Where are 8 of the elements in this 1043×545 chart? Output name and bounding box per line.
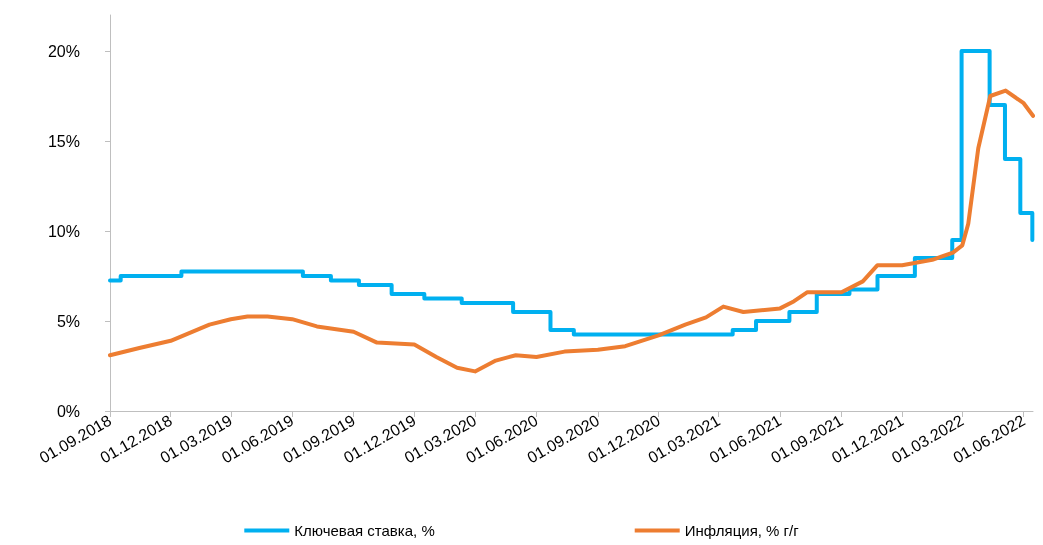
- legend-label: Ключевая ставка, %: [294, 522, 435, 539]
- y-tick-label: 20%: [47, 42, 80, 60]
- y-tick-label: 0%: [56, 402, 80, 420]
- legend-label: Инфляция, % г/г: [684, 522, 800, 539]
- y-tick-label: 15%: [47, 132, 80, 150]
- line-series: [108, 88, 1035, 374]
- y-tick-label: 5%: [56, 312, 80, 330]
- y-tick-label: 10%: [47, 222, 80, 240]
